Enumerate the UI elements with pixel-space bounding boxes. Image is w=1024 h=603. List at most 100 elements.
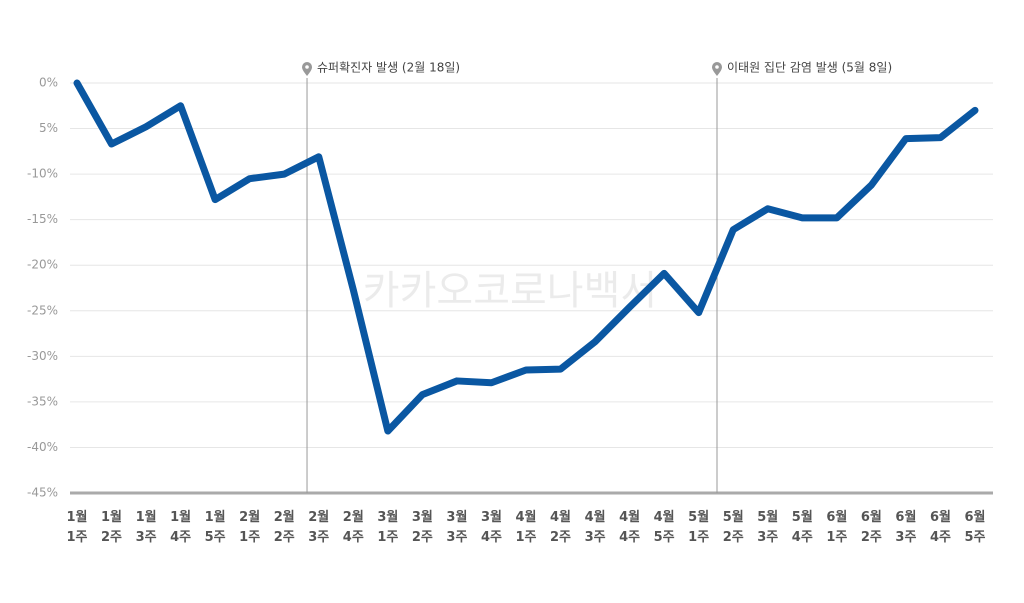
x-tick-label: 6월 2주 <box>861 509 882 545</box>
x-tick-label: 2월 3주 <box>308 509 329 545</box>
x-tick-month: 5월 <box>792 509 813 525</box>
x-tick-month: 5월 <box>757 509 778 525</box>
x-tick-month: 4월 <box>515 509 536 525</box>
x-tick-month: 6월 <box>895 509 916 525</box>
x-tick-month: 6월 <box>964 509 985 525</box>
x-tick-week: 2주 <box>723 530 744 545</box>
x-tick-week: 1주 <box>688 530 709 545</box>
x-tick-label: 6월 4주 <box>930 509 951 545</box>
y-tick-label: -25% <box>27 303 58 317</box>
x-tick-label: 6월 5주 <box>964 509 985 545</box>
y-tick-label: -20% <box>27 258 58 272</box>
x-tick-week: 1주 <box>66 530 87 545</box>
x-tick-month: 4월 <box>654 509 675 525</box>
x-tick-label: 1월 3주 <box>136 509 157 545</box>
x-tick-label: 1월 2주 <box>101 509 122 545</box>
x-tick-month: 2월 <box>308 509 329 525</box>
x-tick-month: 1월 <box>170 509 191 525</box>
x-tick-label: 5월 4주 <box>792 509 813 545</box>
pin-icon <box>302 62 313 76</box>
x-tick-week: 2주 <box>861 530 882 545</box>
x-tick-week: 3주 <box>895 530 916 545</box>
pin-hole <box>305 65 309 69</box>
pin-icon <box>711 62 722 76</box>
x-tick-month: 2월 <box>343 509 364 525</box>
annotation-text: 이태원 집단 감염 발생 (5월 8일) <box>727 61 892 75</box>
x-tick-week: 4주 <box>619 530 640 545</box>
x-tick-week: 3주 <box>136 530 157 545</box>
x-tick-month: 1월 <box>136 509 157 525</box>
x-tick-label: 5월 1주 <box>688 509 709 545</box>
x-tick-month: 4월 <box>550 509 571 525</box>
y-tick-label: -45% <box>27 486 58 500</box>
x-tick-week: 2주 <box>101 530 122 545</box>
x-tick-label: 1월 4주 <box>170 509 191 545</box>
x-tick-label: 3월 1주 <box>377 509 398 545</box>
x-tick-label: 4월 1주 <box>515 509 536 545</box>
x-tick-week: 1주 <box>377 530 398 545</box>
x-tick-month: 3월 <box>481 509 502 525</box>
x-tick-week: 5주 <box>654 530 675 545</box>
data-line <box>73 79 979 435</box>
x-tick-label: 6월 3주 <box>895 509 916 545</box>
x-tick-month: 3월 <box>446 509 467 525</box>
x-tick-week: 3주 <box>446 530 467 545</box>
y-tick-label: -40% <box>27 440 58 454</box>
x-tick-label: 2월 4주 <box>343 509 364 545</box>
pin-hole <box>715 65 719 69</box>
x-tick-week: 5주 <box>205 530 226 545</box>
x-tick-week: 4주 <box>343 530 364 545</box>
x-tick-week: 1주 <box>826 530 847 545</box>
x-tick-month: 1월 <box>101 509 122 525</box>
x-tick-label: 4월 4주 <box>619 509 640 545</box>
x-tick-week: 5주 <box>964 530 985 545</box>
x-tick-month: 3월 <box>412 509 433 525</box>
y-tick-label: -35% <box>27 394 58 408</box>
x-tick-label: 1월 1주 <box>66 509 87 545</box>
x-tick-week: 4주 <box>792 530 813 545</box>
x-tick-week: 2주 <box>550 530 571 545</box>
x-tick-month: 1월 <box>205 509 226 525</box>
x-tick-week: 4주 <box>170 530 191 545</box>
x-tick-label: 4월 3주 <box>585 509 606 545</box>
y-tick-label: 0% <box>39 76 58 90</box>
x-tick-week: 2주 <box>274 530 295 545</box>
x-tick-month: 6월 <box>930 509 951 525</box>
x-tick-month: 5월 <box>688 509 709 525</box>
x-tick-label: 3월 2주 <box>412 509 433 545</box>
x-tick-week: 1주 <box>515 530 536 545</box>
x-tick-week: 2주 <box>412 530 433 545</box>
x-tick-month: 2월 <box>274 509 295 525</box>
x-tick-week: 3주 <box>585 530 606 545</box>
x-tick-month: 5월 <box>723 509 744 525</box>
x-tick-month: 2월 <box>239 509 260 525</box>
y-tick-label: -15% <box>27 212 58 226</box>
x-tick-label: 4월 5주 <box>654 509 675 545</box>
x-tick-week: 4주 <box>481 530 502 545</box>
x-tick-label: 1월 5주 <box>205 509 226 545</box>
x-tick-month: 4월 <box>619 509 640 525</box>
x-tick-label: 3월 3주 <box>446 509 467 545</box>
x-tick-label: 2월 2주 <box>274 509 295 545</box>
y-tick-label: 5% <box>39 121 58 135</box>
x-tick-label: 3월 4주 <box>481 509 502 545</box>
x-tick-month: 4월 <box>585 509 606 525</box>
annotation-text: 슈퍼확진자 발생 (2월 18일) <box>317 61 460 75</box>
x-tick-label: 5월 3주 <box>757 509 778 545</box>
x-tick-week: 3주 <box>757 530 778 545</box>
x-tick-month: 1월 <box>66 509 87 525</box>
x-tick-week: 3주 <box>308 530 329 545</box>
x-tick-label: 5월 2주 <box>723 509 744 545</box>
x-tick-week: 1주 <box>239 530 260 545</box>
x-tick-month: 6월 <box>826 509 847 525</box>
x-tick-month: 3월 <box>377 509 398 525</box>
x-tick-label: 4월 2주 <box>550 509 571 545</box>
x-tick-week: 4주 <box>930 530 951 545</box>
x-tick-label: 2월 1주 <box>239 509 260 545</box>
y-tick-label: -30% <box>27 349 58 363</box>
x-tick-label: 6월 1주 <box>826 509 847 545</box>
y-tick-label: -10% <box>27 167 58 181</box>
watermark: 카카오코로나백서 <box>363 268 657 314</box>
x-tick-month: 6월 <box>861 509 882 525</box>
